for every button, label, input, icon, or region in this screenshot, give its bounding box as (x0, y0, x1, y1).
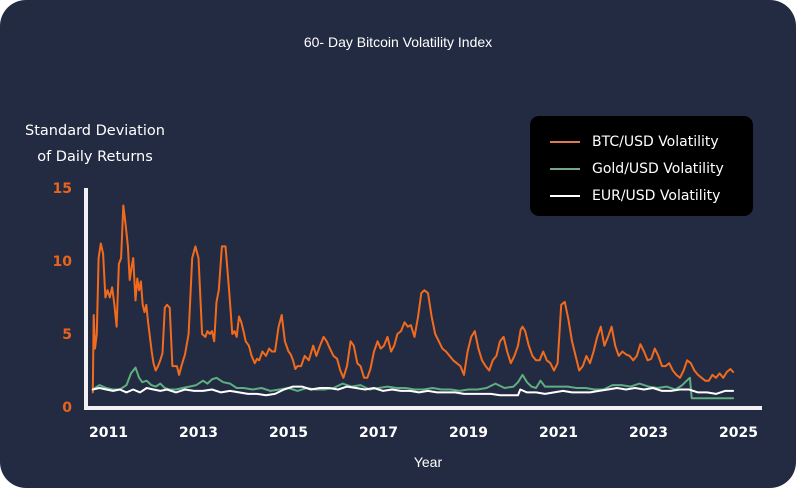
x-tick-label: 2013 (179, 425, 218, 441)
y-tick-label: 10 (53, 254, 73, 270)
legend-item-eur: EUR/USD Volatility (550, 186, 720, 206)
chart-title: 60- Day Bitcoin Volatility Index (303, 34, 493, 50)
legend-swatch-btc (550, 141, 580, 143)
series-line-eur (91, 385, 735, 397)
x-tick-label: 2015 (269, 425, 308, 441)
x-tick-label: 2017 (359, 425, 398, 441)
y-axis-label-line-2: of Daily Returns (37, 149, 153, 165)
y-axis-label-line-1: Standard Deviation (25, 123, 165, 139)
legend-item-btc: BTC/USD Volatility (550, 132, 719, 152)
x-axis-label: Year (413, 454, 443, 470)
y-tick-label: 15 (53, 181, 72, 197)
legend-label-btc: BTC/USD Volatility (592, 134, 719, 150)
x-tick-label: 2025 (719, 425, 758, 441)
x-tick-label: 2021 (539, 425, 578, 441)
legend-label-eur: EUR/USD Volatility (592, 188, 721, 204)
x-tick-label: 2019 (449, 425, 488, 441)
series-line-btc (91, 204, 735, 394)
x-tick-label: 2011 (89, 425, 128, 441)
legend-swatch-gold (550, 168, 580, 170)
legend: BTC/USD Volatility Gold/USD Volatility E… (530, 116, 753, 216)
legend-item-gold: Gold/USD Volatility (550, 159, 724, 179)
series-line-gold (91, 366, 735, 400)
y-axis-label: Standard Deviation of Daily Returns (14, 118, 176, 170)
y-tick-label: 0 (62, 400, 72, 416)
y-tick-label: 5 (62, 327, 72, 343)
legend-swatch-eur (550, 195, 580, 197)
legend-label-gold: Gold/USD Volatility (592, 161, 724, 177)
x-tick-label: 2023 (629, 425, 668, 441)
